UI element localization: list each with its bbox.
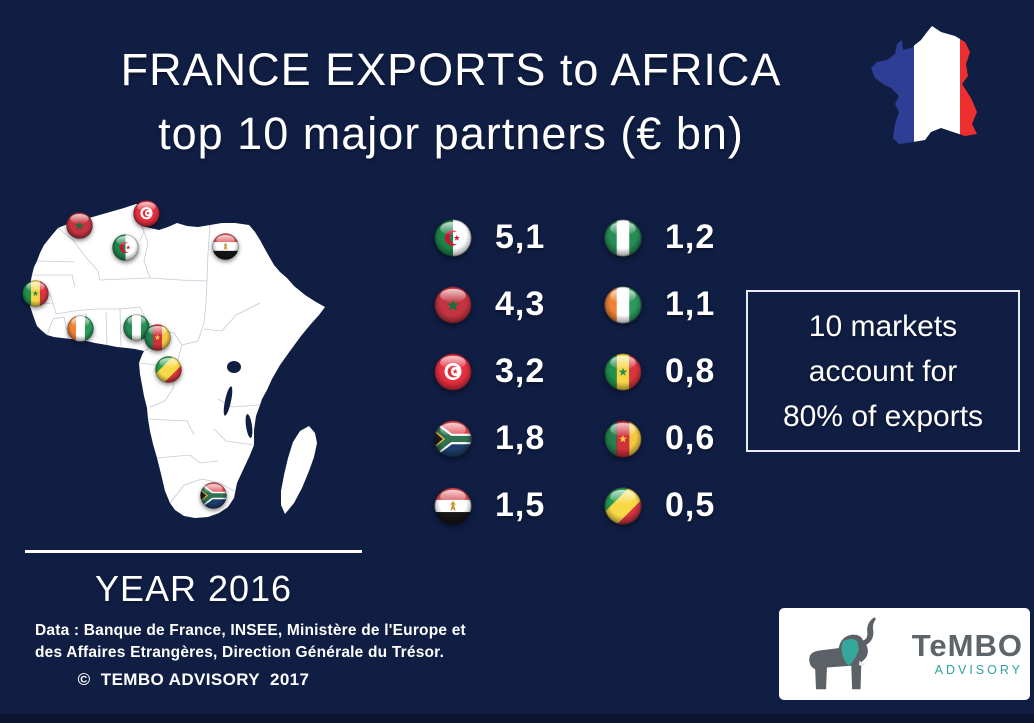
map-pin-tunisia bbox=[132, 199, 160, 227]
export-value-algeria: 5,1 bbox=[495, 218, 546, 256]
legend-row-algeria: 5,1 bbox=[434, 204, 545, 271]
legend-row-senegal: 0,8 bbox=[604, 338, 715, 405]
congo-flag-icon bbox=[154, 355, 182, 383]
bottom-edge-strip bbox=[0, 714, 1034, 723]
legend-column-1: 5,1 4,3 bbox=[434, 204, 545, 539]
map-pin-south-africa bbox=[199, 481, 227, 509]
export-value-south-africa: 1,8 bbox=[495, 419, 546, 457]
map-pin-egypt bbox=[211, 232, 239, 260]
tunisia-flag-icon bbox=[434, 352, 472, 391]
export-value-cote-divoire: 1,1 bbox=[665, 285, 716, 323]
cote-divoire-flag-icon bbox=[604, 285, 642, 324]
africa-map bbox=[21, 183, 332, 530]
legend-row-congo: 0,5 bbox=[604, 472, 715, 539]
senegal-flag-icon bbox=[604, 352, 642, 391]
lakes bbox=[223, 361, 253, 438]
data-source-line-1: Data : Banque de France, INSEE, Ministèr… bbox=[35, 622, 466, 639]
logo-subtitle: ADVISORY bbox=[934, 663, 1023, 677]
egypt-flag-icon bbox=[211, 232, 239, 260]
callout-box: 10 markets account for 80% of exports bbox=[746, 290, 1020, 452]
export-value-morocco: 4,3 bbox=[495, 285, 546, 323]
legend-row-tunisia: 3,2 bbox=[434, 338, 545, 405]
title-line-2: top 10 major partners (€ bn) bbox=[158, 108, 744, 159]
morocco-flag-icon bbox=[65, 211, 93, 239]
map-pin-morocco bbox=[65, 211, 93, 239]
nigeria-flag-icon bbox=[122, 313, 150, 341]
cote-divoire-flag-icon bbox=[66, 314, 94, 342]
nigeria-flag-icon bbox=[604, 218, 642, 257]
legend-row-nigeria: 1,2 bbox=[604, 204, 715, 271]
year-label: YEAR 2016 bbox=[94, 568, 293, 609]
data-source: Data : Banque de France, INSEE, Ministèr… bbox=[35, 620, 466, 664]
country-borders bbox=[27, 208, 261, 504]
south-africa-flag-icon bbox=[199, 481, 227, 509]
france-map-flag-icon bbox=[871, 26, 977, 144]
france-map-flag-icon bbox=[869, 20, 1005, 166]
callout-line-1: 10 markets bbox=[808, 309, 958, 343]
map-pin-algeria bbox=[111, 233, 139, 261]
tunisia-flag-icon bbox=[132, 199, 160, 227]
morocco-flag-icon bbox=[434, 285, 472, 324]
export-value-senegal: 0,8 bbox=[665, 352, 716, 390]
logo-text: TeMBO ADVISORY bbox=[885, 628, 1023, 677]
legend-row-cote-divoire: 1,1 bbox=[604, 271, 715, 338]
map-pin-nigeria bbox=[122, 313, 150, 341]
callout-line-3: 80% of exports bbox=[782, 399, 984, 433]
page-title: FRANCE EXPORTS to AFRICA top 10 major pa… bbox=[0, 38, 902, 166]
south-africa-flag-icon bbox=[434, 419, 472, 458]
cameroon-flag-icon bbox=[143, 323, 171, 351]
year-divider-line bbox=[25, 550, 362, 553]
export-value-tunisia: 3,2 bbox=[495, 352, 546, 390]
map-pin-cote-divoire bbox=[66, 314, 94, 342]
map-pin-congo bbox=[154, 355, 182, 383]
legend-row-egypt: 1,5 bbox=[434, 472, 545, 539]
legend-row-south-africa: 1,8 bbox=[434, 405, 545, 472]
copyright: © TEMBO ADVISORY 2017 bbox=[77, 670, 310, 689]
export-value-egypt: 1,5 bbox=[495, 486, 546, 524]
title-line-1: FRANCE EXPORTS to AFRICA bbox=[120, 44, 782, 95]
callout-line-2: account for bbox=[808, 354, 958, 388]
tembo-advisory-logo: TeMBO ADVISORY bbox=[779, 608, 1030, 700]
data-source-line-2: des Affaires Etrangères, Direction Génér… bbox=[35, 644, 445, 661]
congo-flag-icon bbox=[604, 486, 642, 525]
algeria-flag-icon bbox=[111, 233, 139, 261]
legend-row-cameroon: 0,6 bbox=[604, 405, 715, 472]
export-value-nigeria: 1,2 bbox=[665, 218, 716, 256]
egypt-flag-icon bbox=[434, 486, 472, 525]
cameroon-flag-icon bbox=[604, 419, 642, 458]
senegal-flag-icon bbox=[21, 279, 49, 307]
map-pin-senegal bbox=[21, 279, 49, 307]
map-pin-cameroon bbox=[143, 323, 171, 351]
export-value-cameroon: 0,6 bbox=[665, 419, 716, 457]
legend-column-2: 1,2 1,1 bbox=[604, 204, 715, 539]
elephant-logo-icon bbox=[809, 617, 876, 690]
legend-row-morocco: 4,3 bbox=[434, 271, 545, 338]
algeria-flag-icon bbox=[434, 218, 472, 257]
export-value-congo: 0,5 bbox=[665, 486, 716, 524]
logo-name: TeMBO bbox=[911, 628, 1023, 663]
